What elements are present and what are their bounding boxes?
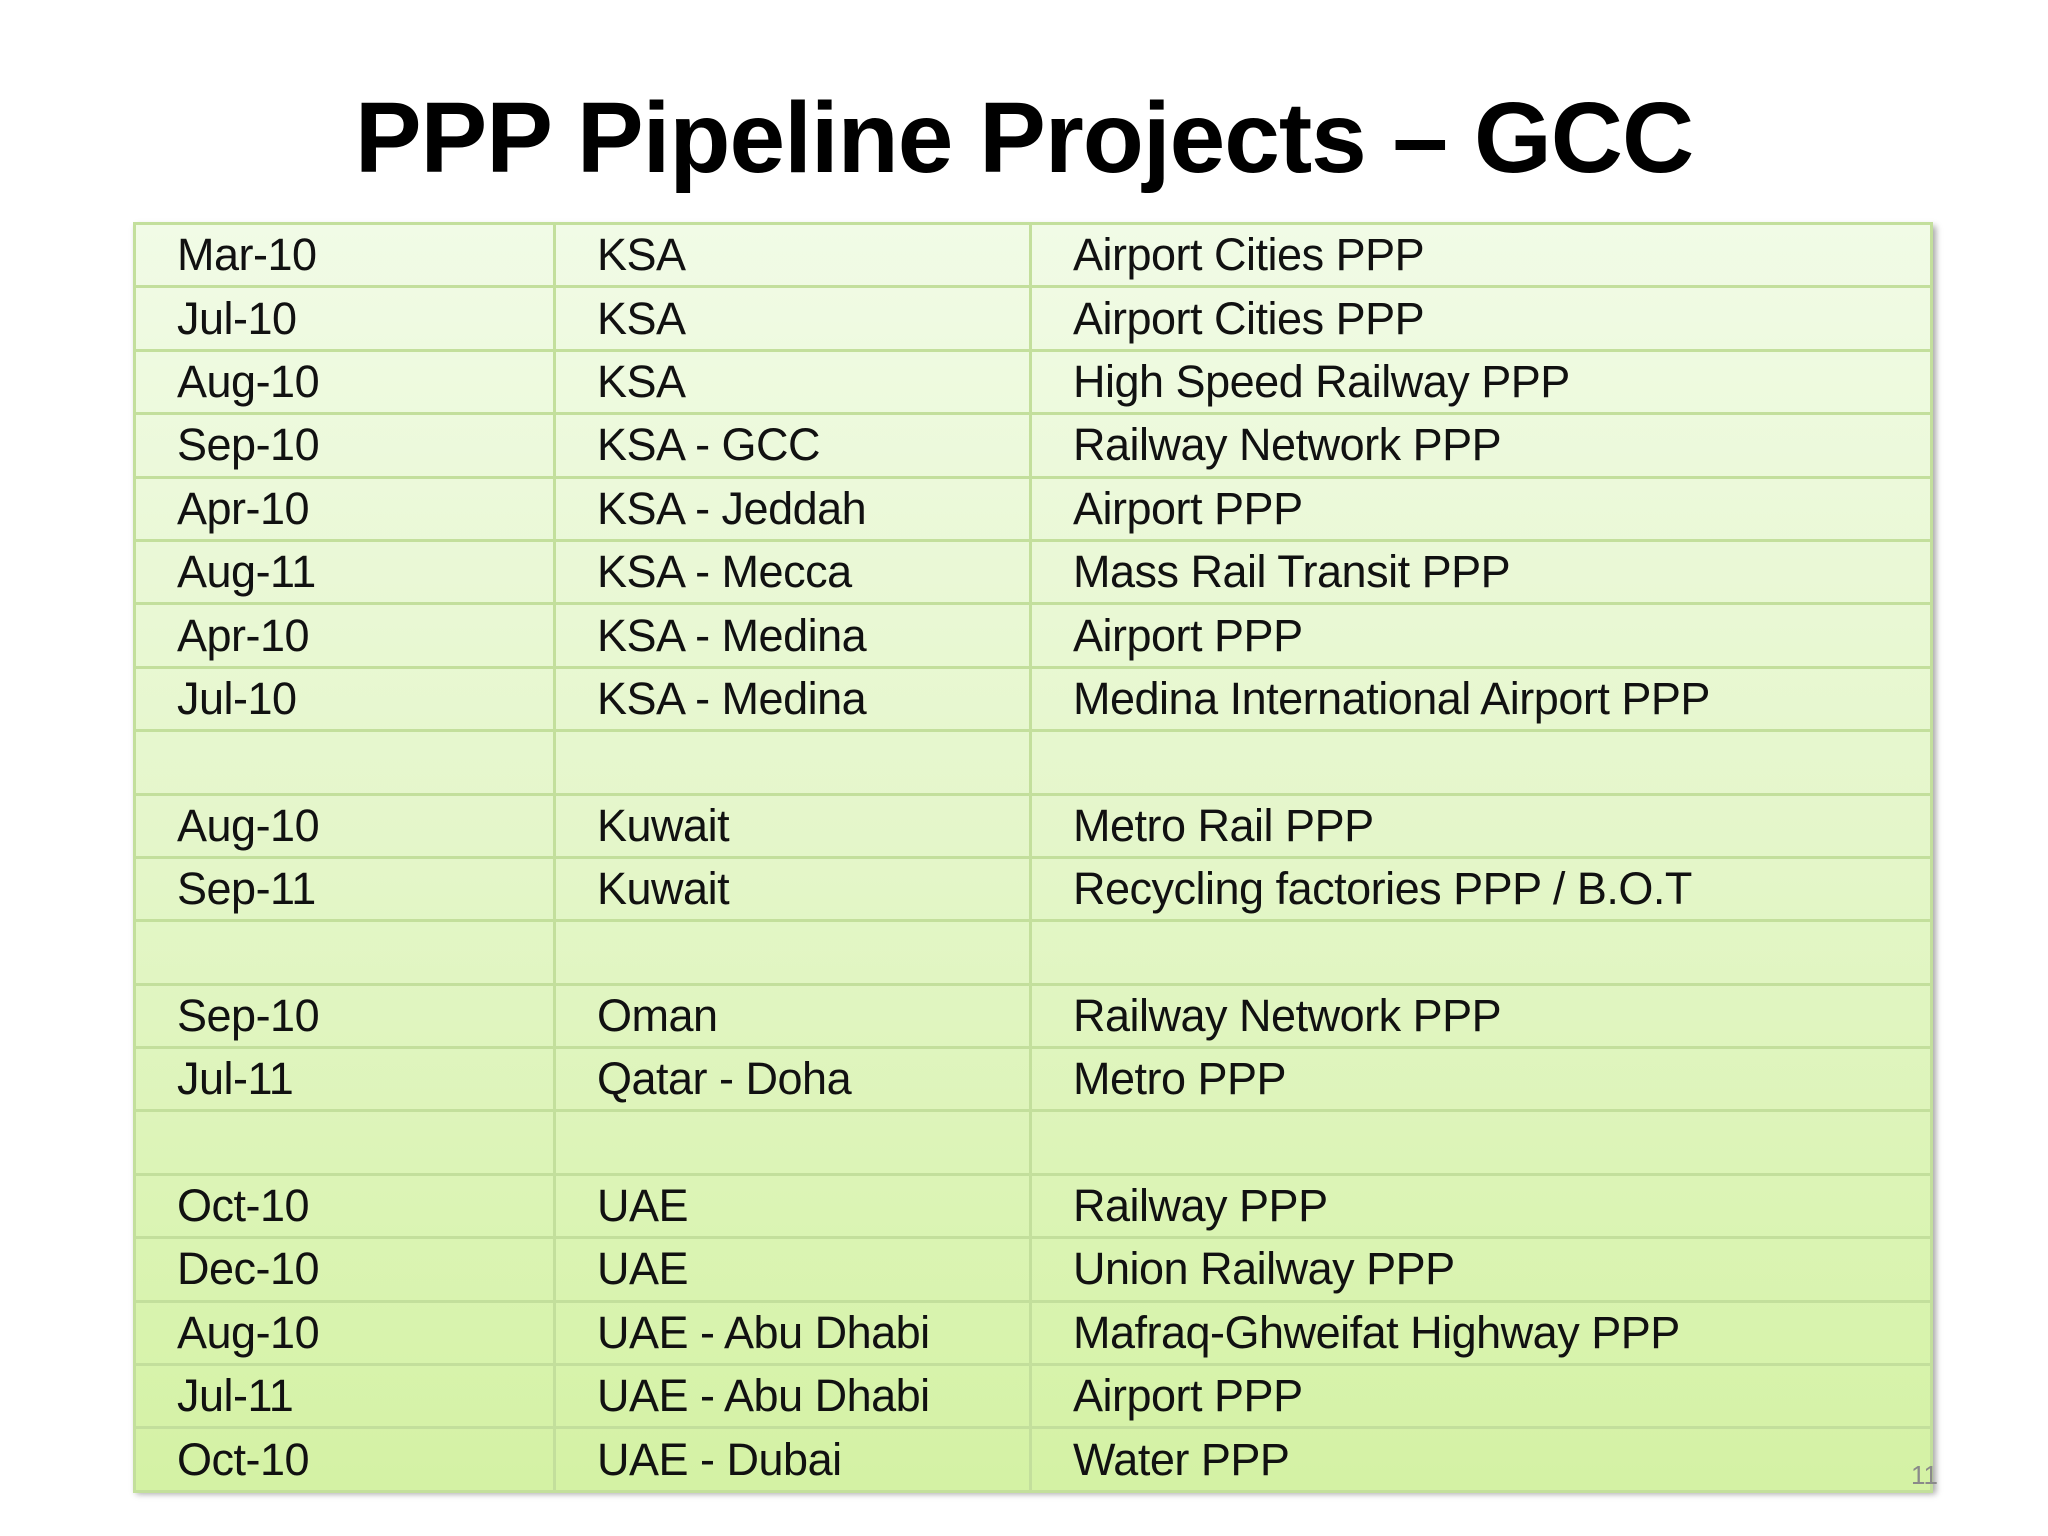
table-row: Aug-10 UAE - Abu Dhabi Mafraq-Ghweifat Hig… (133, 1299, 1933, 1367)
date-cell: Jul-11 (133, 1363, 556, 1430)
table-row (133, 1109, 1933, 1176)
page-number: 11 (1911, 1460, 1938, 1490)
table-row: Sep-11 Kuwait Recycling factories PPP / B.… (133, 855, 1933, 923)
project-cell: Recycling factories PPP / B.O.T (1029, 855, 1933, 923)
project-cell: Railway Network PPP (1029, 412, 1933, 479)
project-cell: Airport Cities PPP (1029, 221, 1933, 289)
pipeline-table-container: Mar-10 KSA Airport Cities PPP Jul-10 KSA Airp… (133, 221, 1933, 1493)
location-cell: Kuwait (553, 792, 1032, 859)
date-cell: Sep-11 (133, 855, 556, 923)
location-cell (553, 729, 1032, 796)
date-cell: Sep-10 (133, 982, 556, 1050)
location-cell: KSA - Medina (553, 602, 1032, 669)
date-cell: Jul-10 (133, 285, 556, 352)
date-cell: Apr-10 (133, 602, 556, 669)
project-cell: Water PPP (1029, 1426, 1933, 1493)
location-cell: Kuwait (553, 855, 1032, 923)
project-cell: Railway PPP (1029, 1172, 1933, 1240)
table-row: Jul-10 KSA Airport Cities PPP (133, 285, 1933, 352)
table-row: Jul-10 KSA - Medina Medina International A… (133, 665, 1933, 733)
date-cell (133, 1109, 556, 1176)
location-cell: KSA - Mecca (553, 538, 1032, 606)
project-cell: Metro PPP (1029, 1046, 1933, 1113)
location-cell: UAE - Dubai (553, 1426, 1032, 1493)
location-cell: KSA (553, 221, 1032, 289)
location-cell: Oman (553, 982, 1032, 1050)
date-cell: Oct-10 (133, 1426, 556, 1493)
location-cell (553, 919, 1032, 986)
location-cell: UAE (553, 1172, 1032, 1240)
date-cell: Aug-10 (133, 1299, 556, 1367)
table-row: Dec-10 UAE Union Railway PPP (133, 1236, 1933, 1303)
location-cell: KSA (553, 348, 1032, 416)
pipeline-table-body: Mar-10 KSA Airport Cities PPP Jul-10 KSA Airp… (133, 221, 1933, 1493)
project-cell: High Speed Railway PPP (1029, 348, 1933, 416)
project-cell: Airport PPP (1029, 1363, 1933, 1430)
project-cell (1029, 729, 1933, 796)
location-cell: UAE - Abu Dhabi (553, 1299, 1032, 1367)
date-cell: Jul-11 (133, 1046, 556, 1113)
project-cell: Mafraq-Ghweifat Highway PPP (1029, 1299, 1933, 1367)
table-row: Oct-10 UAE - Dubai Water PPP (133, 1426, 1933, 1493)
project-cell: Airport PPP (1029, 475, 1933, 542)
date-cell: Aug-11 (133, 538, 556, 606)
date-cell: Mar-10 (133, 221, 556, 289)
date-cell: Sep-10 (133, 412, 556, 479)
table-row: Aug-10 KSA High Speed Railway PPP (133, 348, 1933, 416)
pipeline-table: Mar-10 KSA Airport Cities PPP Jul-10 KSA Airp… (133, 221, 1933, 1493)
table-row: Apr-10 KSA - Jeddah Airport PPP (133, 475, 1933, 542)
table-row: Aug-10 Kuwait Metro Rail PPP (133, 792, 1933, 859)
table-row: Jul-11 Qatar - Doha Metro PPP (133, 1046, 1933, 1113)
table-row: Mar-10 KSA Airport Cities PPP (133, 221, 1933, 289)
project-cell: Metro Rail PPP (1029, 792, 1933, 859)
project-cell (1029, 1109, 1933, 1176)
date-cell: Aug-10 (133, 792, 556, 859)
project-cell: Railway Network PPP (1029, 982, 1933, 1050)
date-cell: Oct-10 (133, 1172, 556, 1240)
table-row: Jul-11 UAE - Abu Dhabi Airport PPP (133, 1363, 1933, 1430)
table-row: Aug-11 KSA - Mecca Mass Rail Transit PPP (133, 538, 1933, 606)
date-cell (133, 919, 556, 986)
table-row (133, 919, 1933, 986)
location-cell: Qatar - Doha (553, 1046, 1032, 1113)
project-cell: Airport Cities PPP (1029, 285, 1933, 352)
table-row: Sep-10 Oman Railway Network PPP (133, 982, 1933, 1050)
date-cell: Jul-10 (133, 665, 556, 733)
location-cell: KSA - Medina (553, 665, 1032, 733)
date-cell (133, 729, 556, 796)
project-cell: Medina International Airport PPP (1029, 665, 1933, 733)
project-cell: Mass Rail Transit PPP (1029, 538, 1933, 606)
location-cell: UAE (553, 1236, 1032, 1303)
date-cell: Aug-10 (133, 348, 556, 416)
table-row: Sep-10 KSA - GCC Railway Network PPP (133, 412, 1933, 479)
location-cell: KSA - GCC (553, 412, 1032, 479)
date-cell: Apr-10 (133, 475, 556, 542)
table-row (133, 729, 1933, 796)
location-cell (553, 1109, 1032, 1176)
location-cell: KSA - Jeddah (553, 475, 1032, 542)
project-cell: Union Railway PPP (1029, 1236, 1933, 1303)
table-row: Oct-10 UAE Railway PPP (133, 1172, 1933, 1240)
project-cell (1029, 919, 1933, 986)
location-cell: KSA (553, 285, 1032, 352)
location-cell: UAE - Abu Dhabi (553, 1363, 1032, 1430)
project-cell: Airport PPP (1029, 602, 1933, 669)
slide-title: PPP Pipeline Projects – GCC (354, 82, 1694, 194)
table-row: Apr-10 KSA - Medina Airport PPP (133, 602, 1933, 669)
date-cell: Dec-10 (133, 1236, 556, 1303)
